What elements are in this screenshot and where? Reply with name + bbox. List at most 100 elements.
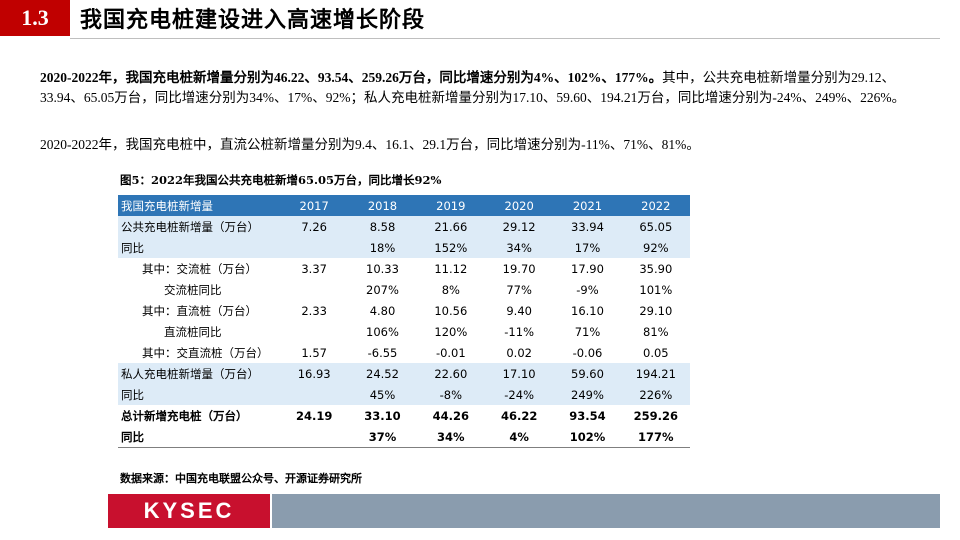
row-label: 私人充电桩新增量（万台） <box>118 363 280 384</box>
cell: 92% <box>621 237 690 258</box>
table-row: 总计新增充电桩（万台） 24.19 33.10 44.26 46.22 93.54 259.… <box>118 405 690 426</box>
row-label: 同比 <box>118 237 280 258</box>
data-source: 数据来源：中国充电联盟公众号、开源证券研究所 <box>120 472 362 485</box>
cell: -11% <box>504 324 534 339</box>
row-label: 同比 <box>121 429 144 444</box>
header-row: 我国充电桩新增量 2017 2018 2019 2020 2021 2022 <box>118 195 690 216</box>
table-row: 公共充电桩新增量（万台） 7.26 8.58 21.66 29.12 33.94 65.05 <box>118 216 690 237</box>
cell <box>280 384 349 405</box>
cell: 44.26 <box>432 408 470 423</box>
header-cell: 2021 <box>553 195 622 216</box>
row-label: 同比 <box>118 384 280 405</box>
header-cell: 2020 <box>484 195 554 216</box>
cell: 4% <box>509 429 529 444</box>
cell: 0.05 <box>643 345 669 360</box>
cell: 71% <box>574 324 601 339</box>
cell: 29.12 <box>484 216 554 237</box>
table-row: 交流桩同比 207% 8% 77% -9% 101% <box>118 279 690 300</box>
cell: 46.22 <box>500 408 538 423</box>
cell: 152% <box>416 237 485 258</box>
paragraph-bold: 2020-2022年，我国充电桩新增量分别为46.22、93.54、259.26… <box>40 70 663 85</box>
cell: 34% <box>484 237 554 258</box>
cell: 11.12 <box>434 261 468 276</box>
cell: -9% <box>576 282 599 297</box>
cell <box>280 279 348 300</box>
header-cell: 2019 <box>416 195 485 216</box>
cell: 81% <box>643 324 669 339</box>
cell: 37% <box>368 429 397 444</box>
cell: 101% <box>639 282 673 297</box>
table-row: 其中：交流桩（万台） 3.37 10.33 11.12 19.70 17.90 35.90 <box>118 258 690 279</box>
cell: 177% <box>638 429 674 444</box>
cell: 33.10 <box>364 408 401 423</box>
row-label: 其中：直流桩（万台） <box>142 303 257 318</box>
cell: 93.54 <box>569 408 606 423</box>
paragraph: 2020-2022年，我国充电桩中，直流公桩新增量分别为9.4、16.1、29.… <box>40 135 920 155</box>
figure-title: 图5：2022年我国公共充电桩新增65.05万台，同比增长92% <box>120 173 442 187</box>
table-row: 同比 18% 152% 34% 17% 92% <box>118 237 690 258</box>
cell: -6.55 <box>367 345 398 360</box>
cell: -24% <box>484 384 554 405</box>
table-row: 同比 37% 34% 4% 102% 177% <box>118 426 690 448</box>
row-label: 其中：交流桩（万台） <box>142 261 257 276</box>
header-rule <box>70 38 940 39</box>
cell: 35.90 <box>639 261 673 276</box>
cell: 9.40 <box>506 303 532 318</box>
cell: 3.37 <box>301 261 327 276</box>
cell: 24.52 <box>348 363 417 384</box>
cell: 18% <box>348 237 417 258</box>
row-label: 交流桩同比 <box>164 282 222 297</box>
cell: 17.10 <box>484 363 554 384</box>
cell: 45% <box>348 384 417 405</box>
slide-title: 我国充电桩建设进入高速增长阶段 <box>80 7 426 33</box>
paragraph-text: 其中，公共充电桩新增量分别为29.12、33.94、65.05万台，同比增速分别… <box>40 70 906 105</box>
row-label: 公共充电桩新增量（万台） <box>118 216 280 237</box>
row-label: 直流桩同比 <box>164 324 222 339</box>
cell: 10.56 <box>434 303 468 318</box>
cell: 7.26 <box>280 216 349 237</box>
cell: 1.57 <box>301 345 327 360</box>
cell: 8% <box>441 282 460 297</box>
cell: 0.02 <box>506 345 532 360</box>
cell: 77% <box>506 282 532 297</box>
cell: 194.21 <box>621 363 690 384</box>
header-cell: 2022 <box>621 195 690 216</box>
cell: 34% <box>437 429 465 444</box>
table-row: 其中：直流桩（万台） 2.33 4.80 10.56 9.40 16.10 29.10 <box>118 300 690 321</box>
paragraph: 2020-2022年，我国充电桩新增量分别为46.22、93.54、259.26… <box>40 68 920 108</box>
cell: 21.66 <box>416 216 485 237</box>
table-row: 其中：交直流桩（万台） 1.57 -6.55 -0.01 0.02 -0.06 0.05 <box>118 342 690 363</box>
cell: 249% <box>553 384 622 405</box>
cell: 17.90 <box>571 261 604 276</box>
row-label: 总计新增充电桩（万台） <box>121 408 248 423</box>
cell: 24.19 <box>295 408 333 423</box>
cell: 226% <box>621 384 690 405</box>
section-number: 1.3 <box>0 0 70 36</box>
cell: 259.26 <box>633 408 679 423</box>
cell: 33.94 <box>553 216 622 237</box>
header-cell: 我国充电桩新增量 <box>118 195 280 216</box>
table-row: 直流桩同比 106% 120% -11% 71% 81% <box>118 321 690 342</box>
cell: 22.60 <box>416 363 485 384</box>
cell <box>280 237 349 258</box>
cell: 2.33 <box>301 303 327 318</box>
row-label: 其中：交直流桩（万台） <box>142 345 269 360</box>
cell: -0.01 <box>435 345 466 360</box>
table-row: 私人充电桩新增量（万台） 16.93 24.52 22.60 17.10 59.60 194… <box>118 363 690 384</box>
footer-bar <box>272 494 940 528</box>
cell: 29.10 <box>639 303 673 318</box>
paragraph-text: 2020-2022年，我国充电桩中，直流公桩新增量分别为9.4、16.1、29.… <box>40 137 700 152</box>
cell: 8.58 <box>348 216 417 237</box>
cell: 16.10 <box>571 303 604 318</box>
cell: 65.05 <box>621 216 690 237</box>
cell: 106% <box>366 324 399 339</box>
cell: -0.06 <box>572 345 603 360</box>
table-row: 同比 45% -8% -24% 249% 226% <box>118 384 690 405</box>
cell: 59.60 <box>553 363 622 384</box>
data-table: 我国充电桩新增量 2017 2018 2019 2020 2021 2022 公共充电桩新增量… <box>118 195 690 448</box>
header-cell: 2017 <box>280 195 349 216</box>
cell: 4.80 <box>369 303 396 318</box>
cell: 120% <box>434 324 468 339</box>
cell <box>280 321 348 342</box>
